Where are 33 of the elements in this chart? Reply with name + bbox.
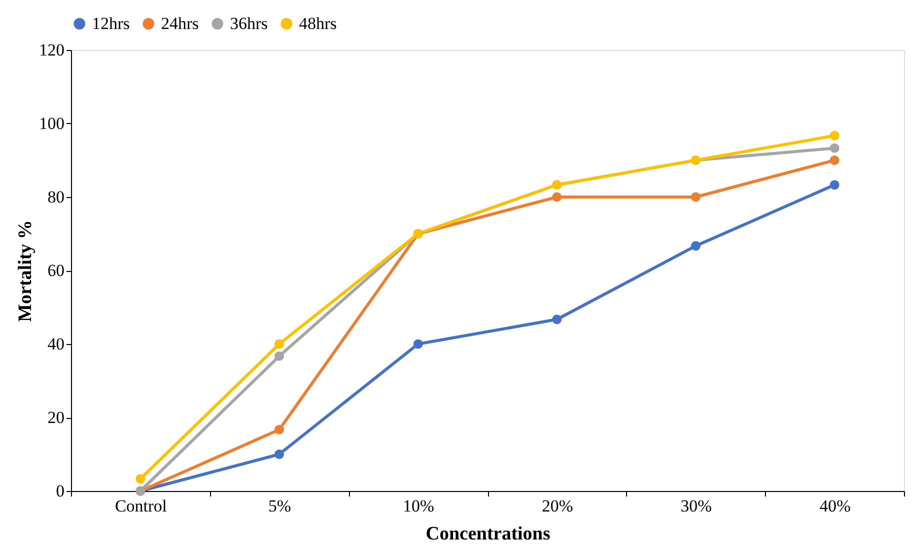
point	[274, 351, 284, 361]
point	[274, 424, 284, 434]
legend-label: 12hrs	[92, 14, 130, 33]
y-tick-label: 100	[39, 114, 64, 133]
y-tick-label: 60	[48, 261, 64, 280]
point	[691, 192, 700, 202]
x-axis-title: Concentrations	[426, 524, 550, 544]
point	[274, 339, 284, 349]
x-tick-label: Control	[114, 496, 168, 516]
point	[830, 180, 840, 190]
x-tick-label: 30%	[680, 496, 712, 516]
point	[830, 130, 840, 140]
x-tick-label: 10%	[402, 496, 434, 516]
x-tick-label: 5%	[268, 496, 292, 516]
x-tick-label: 40%	[819, 496, 851, 516]
point	[136, 474, 146, 484]
point	[552, 192, 562, 202]
legend-label: 24hrs	[161, 14, 199, 33]
y-tick-label: 120	[39, 40, 64, 60]
x-tick-label: 20%	[542, 496, 574, 516]
point	[830, 156, 840, 165]
y-axis-title: Mortality %	[15, 220, 36, 322]
point	[413, 339, 423, 349]
point	[830, 143, 840, 153]
legend-label: 48hrs	[299, 14, 337, 33]
point	[274, 450, 284, 459]
y-tick-label: 40	[48, 334, 64, 354]
y-tick-label: 0	[56, 482, 64, 500]
legend-label: 36hrs	[230, 14, 268, 33]
point	[691, 241, 700, 251]
y-tick-label: 80	[48, 188, 64, 206]
point	[552, 314, 562, 324]
y-tick-label: 20	[48, 408, 64, 427]
